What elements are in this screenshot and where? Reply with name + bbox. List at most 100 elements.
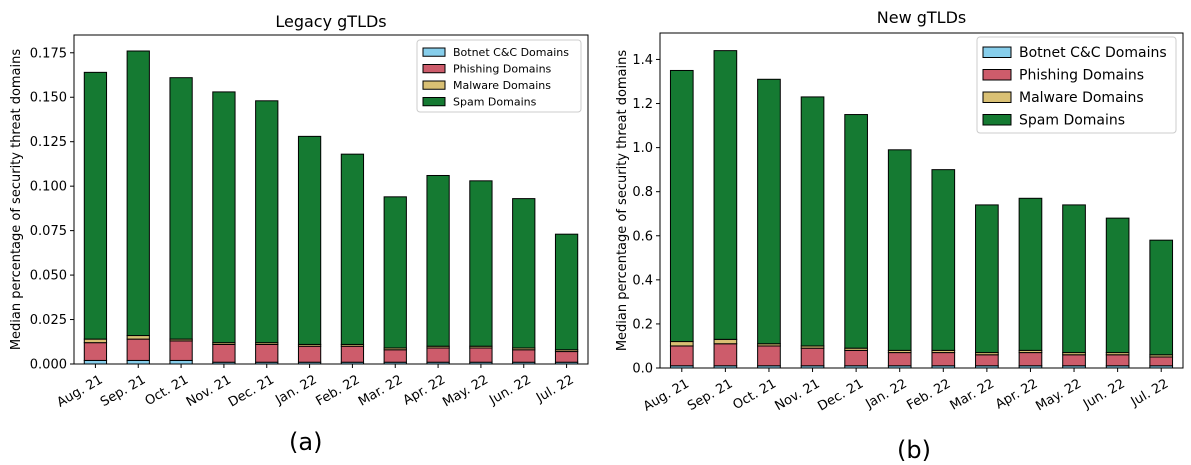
bar-phishing-4: [844, 349, 868, 367]
plot-frame: [659, 32, 1184, 369]
bar-phishing-6: [931, 352, 956, 367]
bar-phishing-8: [1018, 352, 1043, 367]
x-tick-label-10: Jun. 22: [1080, 376, 1127, 412]
legend-swatch-phishing: [982, 69, 1012, 81]
bar-malware-1: [126, 335, 150, 340]
y-tick-label-5: 1.0: [632, 141, 653, 156]
legend-label-spam: Spam Domains: [1019, 113, 1125, 129]
legend-label-botnet: Botnet C&C Domains: [1019, 45, 1167, 61]
legend-swatch-botnet: [422, 47, 446, 57]
y-tick-label-2: 0.4: [632, 273, 653, 288]
x-tick-label-9: May. 22: [1033, 376, 1084, 414]
bar-spam-10: [512, 198, 536, 349]
bar-phishing-4: [255, 343, 279, 363]
x-tick-label-11: Jul. 22: [533, 372, 576, 406]
bar-phishing-1: [126, 338, 150, 361]
x-tick-label-0: Aug. 21: [54, 372, 105, 410]
caption-b: (b): [897, 436, 931, 464]
x-tick-label-9: May. 22: [440, 372, 491, 410]
bar-spam-2: [169, 77, 193, 340]
chart-title: New gTLDs: [877, 8, 966, 27]
x-tick-label-8: Apr. 22: [993, 376, 1040, 412]
legend-box: [416, 39, 582, 113]
bar-phishing-9: [469, 347, 493, 363]
chart-new-gtlds: New gTLDs Median percentage of security t…: [615, 8, 1184, 415]
bar-phishing-11: [554, 351, 579, 363]
bar-spam-5: [887, 149, 912, 351]
bar-spam-5: [297, 135, 322, 345]
x-tick-label-3: Nov. 21: [772, 376, 822, 414]
caption-a: (a): [289, 428, 323, 456]
bar-malware-0: [669, 341, 694, 347]
chart-title: Legacy gTLDs: [275, 12, 386, 31]
bar-phishing-5: [297, 345, 322, 363]
bar-spam-0: [669, 69, 694, 343]
bar-spam-8: [426, 174, 450, 347]
y-tick-label-4: 0.100: [30, 180, 67, 195]
y-tick-label-7: 1.4: [632, 53, 653, 68]
bar-phishing-0: [669, 345, 694, 367]
x-tick-label-7: Mar. 22: [948, 376, 997, 413]
bar-spam-8: [1018, 197, 1043, 351]
bar-spam-9: [1062, 204, 1086, 354]
x-tick-label-4: Dec. 21: [226, 372, 277, 410]
y-tick-label-0: 0.000: [30, 358, 67, 373]
legend-label-botnet: Botnet C&C Domains: [453, 46, 569, 59]
y-tick-label-3: 0.6: [632, 229, 653, 244]
bar-phishing-1: [713, 343, 738, 367]
bar-spam-11: [554, 233, 579, 351]
legend-label-phishing: Phishing Domains: [453, 62, 552, 75]
y-tick-label-0: 0.0: [632, 362, 653, 377]
bar-spam-2: [757, 78, 781, 345]
bar-spam-0: [83, 71, 108, 340]
bar-spam-6: [931, 169, 956, 351]
legend-swatch-spam: [422, 97, 446, 107]
bar-botnet-1: [126, 359, 150, 365]
bar-phishing-5: [887, 352, 912, 367]
bar-phishing-9: [1062, 354, 1086, 367]
legend-box: [976, 36, 1177, 134]
legend-label-spam: Spam Domains: [453, 95, 537, 108]
legend-label-malware: Malware Domains: [453, 79, 551, 92]
bar-spam-3: [800, 96, 825, 347]
bar-phishing-2: [169, 340, 193, 361]
y-axis-label: Median percentage of security threat dom…: [9, 49, 24, 351]
bar-botnet-0: [83, 359, 108, 365]
bar-phishing-3: [800, 347, 825, 367]
legend-swatch-spam: [982, 114, 1012, 126]
bar-botnet-2: [169, 359, 193, 365]
y-tick-label-5: 0.125: [30, 135, 67, 150]
x-tick-label-6: Feb. 22: [313, 372, 362, 409]
legend-swatch-malware: [422, 80, 446, 90]
y-tick-label-1: 0.025: [30, 313, 67, 328]
bar-phishing-11: [1149, 356, 1174, 367]
y-tick-label-7: 0.175: [30, 46, 67, 61]
bar-spam-7: [383, 196, 407, 349]
legend-swatch-botnet: [982, 46, 1012, 58]
x-tick-label-5: Jan. 22: [862, 376, 909, 412]
y-tick-label-3: 0.075: [30, 224, 67, 239]
bar-spam-1: [126, 50, 150, 337]
x-tick-label-0: Aug. 21: [641, 376, 692, 414]
y-tick-label-1: 0.2: [632, 317, 653, 332]
bar-spam-3: [212, 91, 236, 344]
bar-phishing-10: [1105, 354, 1130, 367]
x-tick-label-5: Jan. 22: [272, 372, 319, 408]
y-tick-label-6: 0.150: [30, 91, 67, 106]
x-tick-label-11: Jul. 22: [1128, 376, 1171, 410]
x-tick-label-4: Dec. 21: [815, 376, 866, 414]
bar-spam-4: [844, 114, 868, 349]
bar-phishing-2: [757, 345, 781, 367]
bar-spam-10: [1105, 217, 1130, 354]
y-tick-label-4: 0.8: [632, 185, 653, 200]
bar-malware-1: [713, 338, 738, 345]
x-tick-label-2: Oct. 21: [143, 372, 191, 409]
y-tick-label-2: 0.050: [30, 269, 67, 284]
x-tick-label-1: Sep. 21: [685, 376, 735, 414]
x-tick-label-3: Nov. 21: [184, 372, 234, 410]
bar-phishing-7: [383, 349, 407, 363]
x-tick-label-8: Apr. 22: [401, 372, 448, 408]
y-axis-label: Median percentage of security threat dom…: [615, 50, 630, 352]
bar-phishing-3: [212, 343, 236, 363]
